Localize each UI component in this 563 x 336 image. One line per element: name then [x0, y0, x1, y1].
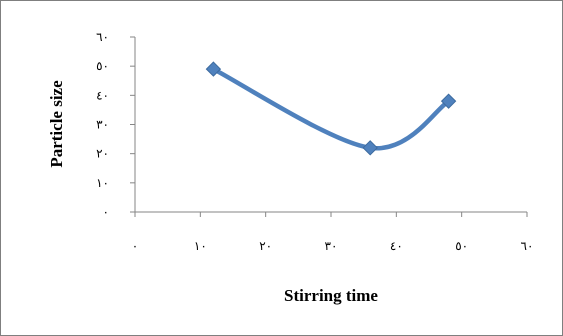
x-tick-label: ٦٠	[521, 239, 534, 253]
y-axis-title: Particle size	[47, 80, 66, 168]
data-point-marker	[440, 93, 457, 109]
x-tick-label: ١٠	[194, 239, 207, 253]
data-point-marker	[362, 140, 378, 156]
y-tick-label: ٦٠	[96, 30, 109, 44]
x-tick-label: ٠	[132, 239, 138, 253]
chart-series	[205, 61, 457, 156]
data-point-marker	[205, 61, 222, 77]
y-tick-label: ٥٠	[96, 59, 109, 73]
y-tick-label: ١٠	[96, 176, 109, 190]
x-tick-label: ٥٠	[455, 239, 468, 253]
y-tick-label: ٠	[103, 205, 109, 219]
x-tick-label: ٣٠	[325, 239, 338, 253]
y-tick-label: ٤٠	[96, 88, 109, 102]
y-tick-label: ٣٠	[96, 118, 109, 132]
chart-ticks: ٠ ١٠ ٢٠ ٣٠ ٤٠ ٥٠ ٦٠ ٠ ١٠ ٢٠ ٣٠ ٤٠ ٥٠ ٦٠	[96, 30, 533, 253]
y-tick-label: ٢٠	[96, 147, 109, 161]
x-tick-label: ٢٠	[259, 239, 272, 253]
series-line	[211, 66, 451, 151]
x-tick-label: ٤٠	[390, 239, 403, 253]
x-axis-title: Stirring time	[284, 286, 378, 305]
chart-axes	[134, 37, 527, 213]
